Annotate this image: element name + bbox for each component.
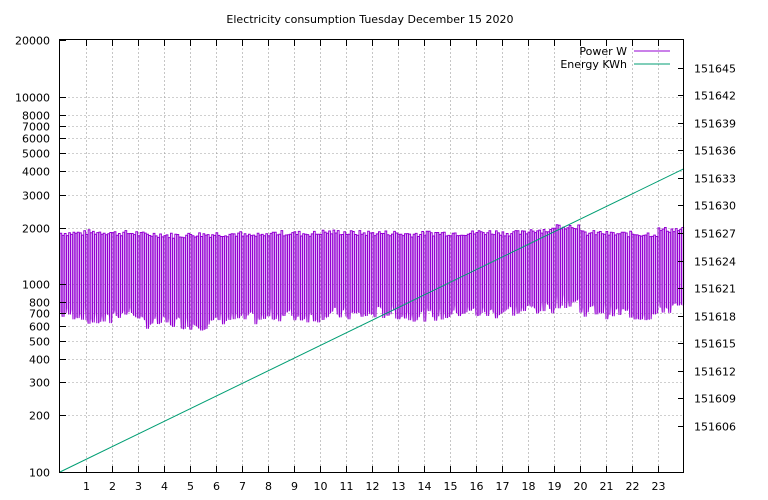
y-tick-label-200: 200 <box>29 410 50 423</box>
x-tick-label-12: 12 <box>366 480 380 493</box>
y-tick-label-4000: 4000 <box>22 166 50 179</box>
y-tick-label-300: 300 <box>29 377 50 390</box>
x-tick-label-7: 7 <box>239 480 246 493</box>
x-tick-label-18: 18 <box>522 480 536 493</box>
y2-tick-label-151630: 151630 <box>694 200 736 213</box>
y-tick-label-10000: 10000 <box>15 92 50 105</box>
axis-ticks: 1 2 3 4 5 6 7 8 9 10 11 12 13 14 15 16 17 18 19 20 21 22 23100… <box>15 35 736 494</box>
x-tick-label-6: 6 <box>213 480 220 493</box>
y2-tick-label-151615: 151615 <box>694 338 736 351</box>
plot-frame <box>59 39 684 473</box>
x-tick-label-8: 8 <box>265 480 272 493</box>
y-tick-label-7000: 7000 <box>22 121 50 134</box>
y2-tick-label-151621: 151621 <box>694 283 736 296</box>
legend-label-power: Power W <box>579 45 627 58</box>
legend-label-energy: Energy KWh <box>560 58 627 71</box>
y2-tick-label-151624: 151624 <box>694 256 736 269</box>
x-tick-label-5: 5 <box>187 480 194 493</box>
y-tick-label-5000: 5000 <box>22 148 50 161</box>
y-tick-label-600: 600 <box>29 321 50 334</box>
y2-tick-label-151627: 151627 <box>694 228 736 241</box>
y-tick-label-400: 400 <box>29 354 50 367</box>
x-tick-label-11: 11 <box>340 480 354 493</box>
y-tick-label-800: 800 <box>29 297 50 310</box>
x-tick-label-16: 16 <box>470 480 484 493</box>
energy-kwh-line <box>59 168 685 473</box>
x-tick-label-15: 15 <box>444 480 458 493</box>
x-tick-label-22: 22 <box>626 480 640 493</box>
y-tick-label-2000: 2000 <box>22 223 50 236</box>
y2-tick-label-151642: 151642 <box>694 90 736 103</box>
x-tick-label-4: 4 <box>161 480 168 493</box>
y-tick-label-6000: 6000 <box>22 133 50 146</box>
chart-title: Electricity consumption Tuesday December… <box>226 13 513 26</box>
y2-tick-label-151618: 151618 <box>694 311 736 324</box>
y-tick-label-20000: 20000 <box>15 35 50 48</box>
x-tick-label-9: 9 <box>291 480 298 493</box>
y-tick-label-3000: 3000 <box>22 190 50 203</box>
y-tick-label-700: 700 <box>29 308 50 321</box>
y2-tick-label-151636: 151636 <box>694 145 736 158</box>
y2-tick-label-151606: 151606 <box>694 421 736 434</box>
y2-tick-label-151633: 151633 <box>694 173 736 186</box>
x-tick-label-17: 17 <box>496 480 510 493</box>
x-tick-label-10: 10 <box>314 480 328 493</box>
x-tick-label-1: 1 <box>83 480 90 493</box>
y2-tick-label-151645: 151645 <box>694 63 736 76</box>
series-energy-kwh <box>59 168 685 473</box>
x-tick-label-14: 14 <box>418 480 432 493</box>
y2-tick-label-151639: 151639 <box>694 118 736 131</box>
x-tick-label-23: 23 <box>652 480 666 493</box>
x-tick-label-3: 3 <box>135 480 142 493</box>
y2-tick-label-151609: 151609 <box>694 393 736 406</box>
series-power-w <box>59 224 685 331</box>
x-tick-label-21: 21 <box>600 480 614 493</box>
power-w-line <box>59 224 685 331</box>
legend: Power W Energy KWh <box>560 45 670 71</box>
y-tick-label-1000: 1000 <box>22 279 50 292</box>
y-tick-label-100: 100 <box>29 467 50 480</box>
x-tick-label-2: 2 <box>109 480 116 493</box>
x-tick-label-13: 13 <box>392 480 406 493</box>
y-tick-label-500: 500 <box>29 336 50 349</box>
x-tick-label-20: 20 <box>574 480 588 493</box>
y-tick-label-8000: 8000 <box>22 110 50 123</box>
y2-tick-label-151612: 151612 <box>694 366 736 379</box>
x-tick-label-19: 19 <box>548 480 562 493</box>
